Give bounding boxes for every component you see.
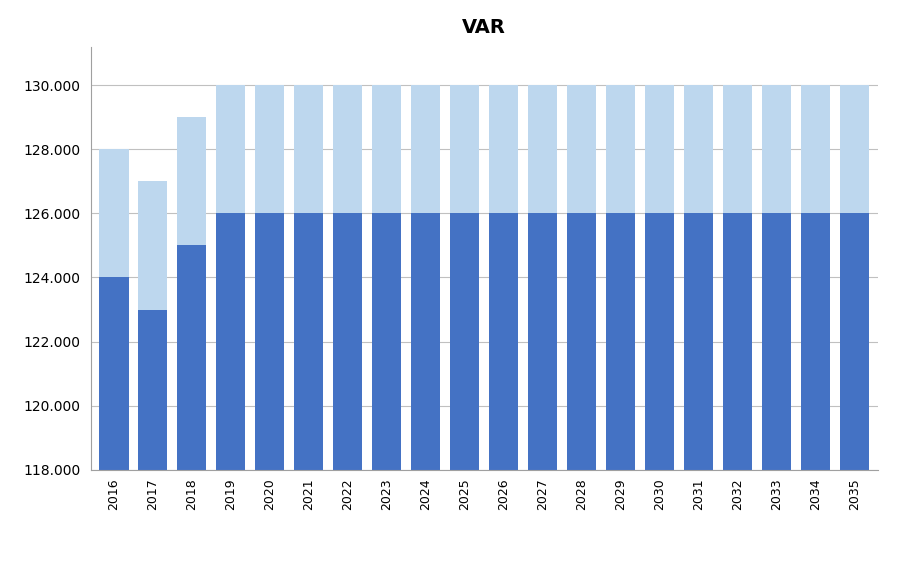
Title: VAR: VAR: [462, 18, 506, 37]
Bar: [801, 85, 830, 214]
Bar: [100, 278, 129, 470]
Bar: [606, 214, 635, 470]
Bar: [684, 214, 713, 470]
Bar: [723, 214, 752, 470]
Bar: [567, 214, 596, 470]
Bar: [255, 214, 284, 470]
Bar: [411, 214, 441, 470]
Bar: [372, 214, 401, 470]
Bar: [528, 214, 557, 470]
Bar: [138, 181, 167, 309]
Bar: [411, 85, 441, 214]
Bar: [450, 214, 480, 470]
Bar: [216, 85, 245, 214]
Bar: [138, 309, 167, 470]
Bar: [177, 245, 206, 470]
Bar: [762, 85, 791, 214]
Bar: [606, 85, 635, 214]
Bar: [216, 214, 245, 470]
Bar: [489, 85, 519, 214]
Bar: [645, 85, 674, 214]
Bar: [801, 214, 830, 470]
Bar: [450, 85, 480, 214]
Bar: [528, 85, 557, 214]
Bar: [100, 150, 129, 278]
Bar: [294, 85, 323, 214]
Bar: [333, 85, 362, 214]
Bar: [372, 85, 401, 214]
Bar: [489, 214, 519, 470]
Bar: [255, 85, 284, 214]
Bar: [840, 214, 869, 470]
Bar: [177, 117, 206, 245]
Bar: [333, 214, 362, 470]
Bar: [684, 85, 713, 214]
Bar: [840, 85, 869, 214]
Bar: [567, 85, 596, 214]
Bar: [294, 214, 323, 470]
Bar: [762, 214, 791, 470]
Bar: [645, 214, 674, 470]
Bar: [723, 85, 752, 214]
